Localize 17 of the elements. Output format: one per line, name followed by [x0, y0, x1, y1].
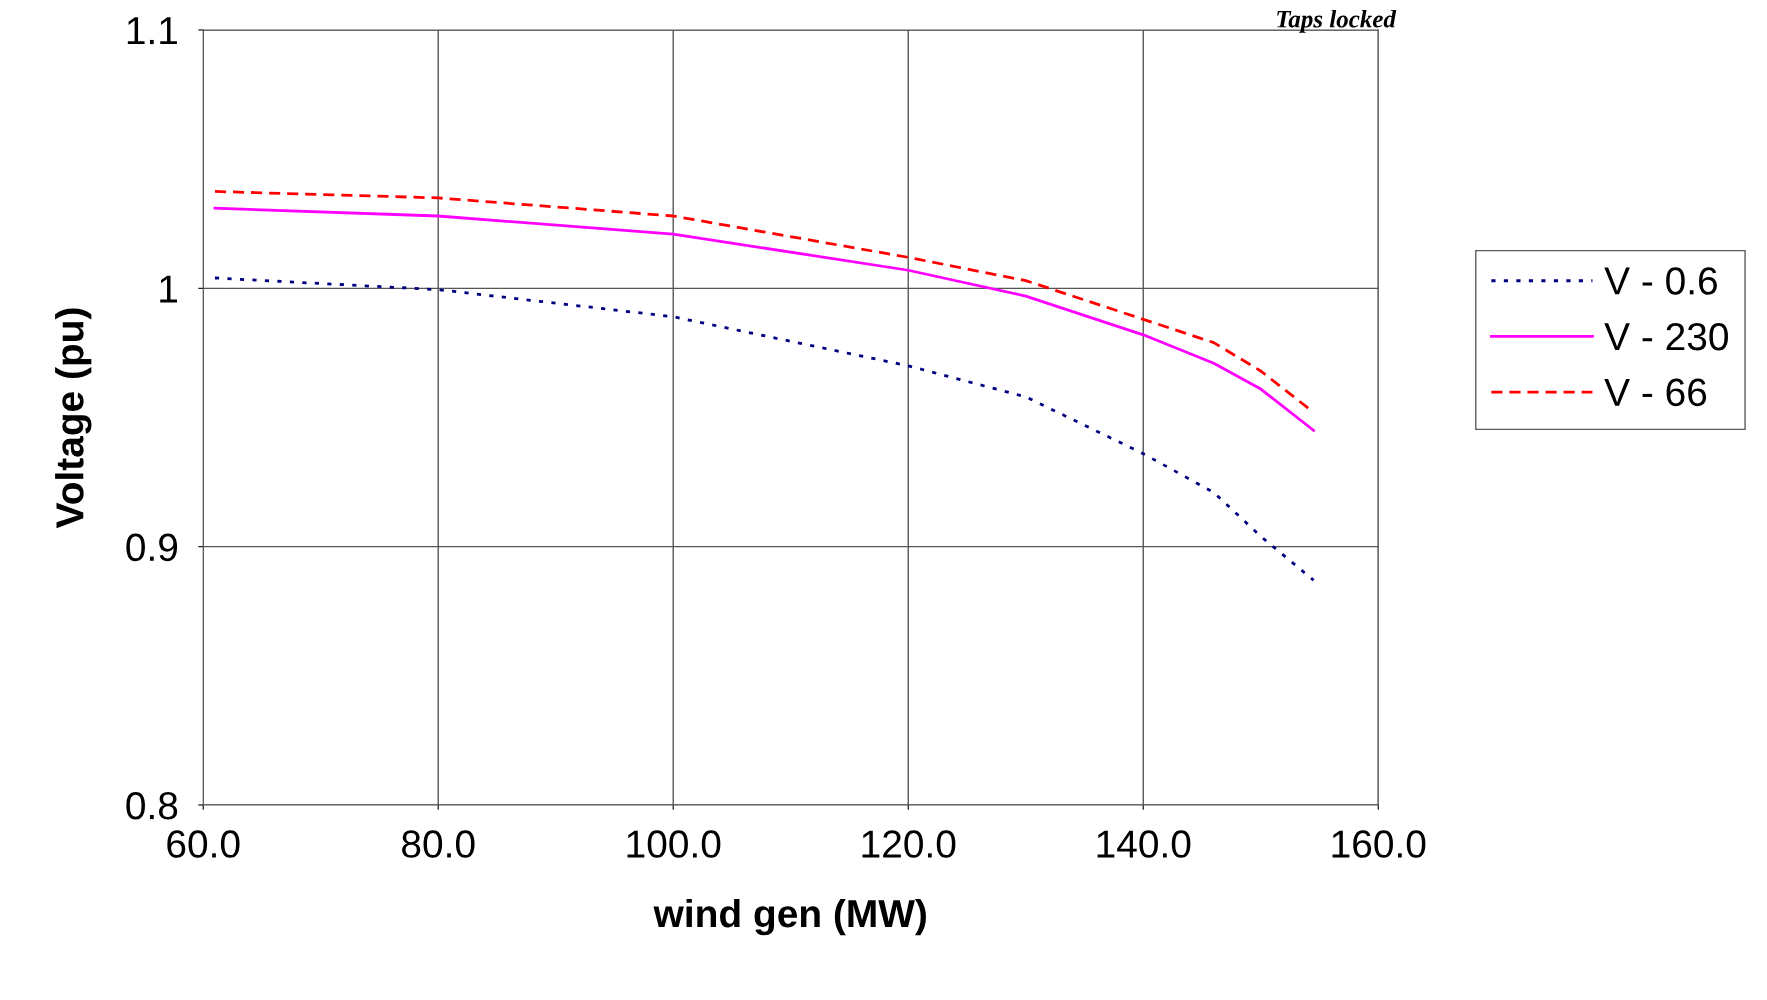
x-tick-label: 160.0 [1332, 830, 1426, 858]
y-tick-label: 0.8 [126, 791, 178, 820]
y-tick-label: 1 [160, 275, 177, 303]
legend-label: V - 230 [1604, 322, 1728, 351]
x-tick-label: 60.0 [167, 830, 240, 858]
x-tick-label: 100.0 [627, 830, 721, 858]
legend-label: V - 66 [1604, 378, 1707, 407]
x-tick-label: 120.0 [862, 830, 956, 858]
x-tick-label: 140.0 [1097, 830, 1191, 858]
x-axis-title: wind gen (MW) [653, 898, 926, 936]
y-axis-title: Voltage (pu) [55, 308, 92, 529]
y-tick-label: 1.1 [127, 17, 178, 45]
line-series [213, 276, 1316, 582]
x-tick-label: 80.0 [402, 830, 475, 858]
legend-label: V - 0.6 [1604, 267, 1717, 295]
annotation: Taps locked [1277, 10, 1397, 33]
y-tick-label: 0.9 [126, 533, 178, 562]
